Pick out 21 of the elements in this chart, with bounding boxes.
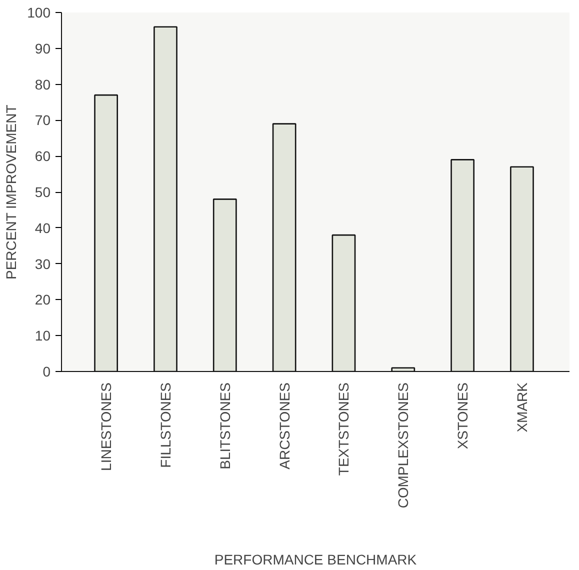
x-tick-label: BLITSTONES (216, 382, 233, 470)
y-tick-label: 70 (34, 112, 51, 128)
x-tick-label: XMARK (514, 382, 530, 432)
x-tick-label: COMPLEXSTONES (395, 382, 412, 508)
x-tick-label: FILLSTONES (157, 382, 174, 468)
y-tick-label: 60 (34, 148, 51, 164)
y-tick-label: 90 (34, 40, 51, 56)
x-tick-label: XSTONES (454, 382, 471, 450)
y-tick-label: 40 (34, 220, 51, 236)
x-tick-label: ARCSTONES (276, 382, 292, 470)
y-tick-label: 20 (34, 292, 51, 308)
x-tick-label: TEXTSTONES (336, 382, 352, 476)
y-tick-label: 30 (34, 256, 51, 272)
y-tick-label: 80 (34, 76, 51, 92)
y-tick-label: 100 (27, 4, 51, 20)
x-axis-title: PERFORMANCE BENCHMARK (214, 551, 418, 568)
y-tick-label: 0 (42, 364, 51, 380)
x-tick-label: LINESTONES (98, 382, 114, 471)
y-tick-label: 50 (34, 184, 51, 200)
y-axis-title: PERCENT IMPROVEMENT (3, 104, 20, 280)
y-tick-label: 10 (34, 328, 51, 344)
